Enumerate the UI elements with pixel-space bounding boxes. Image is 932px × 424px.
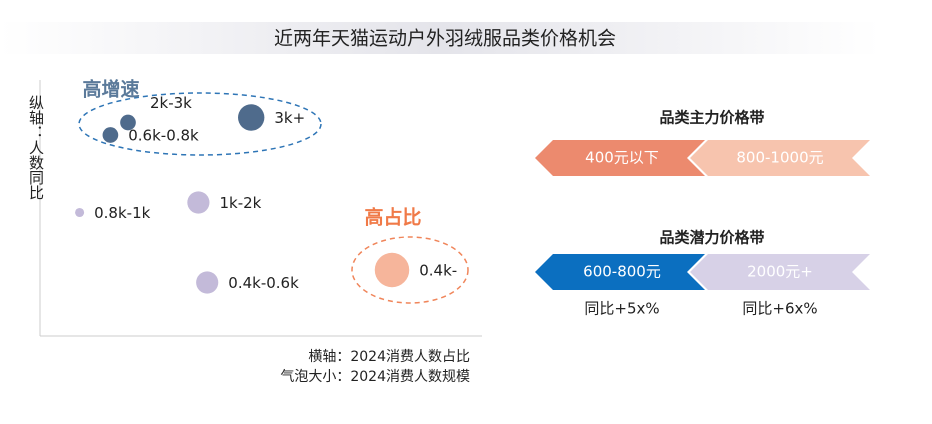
- bubble-label: 3k+: [274, 109, 305, 127]
- bubble: [75, 207, 85, 218]
- growth-label: 同比+6x%: [742, 300, 817, 318]
- bubble: [374, 252, 410, 288]
- bubble-label: 1k-2k: [219, 194, 261, 212]
- band-label: 400元以下: [585, 149, 659, 167]
- bubble: [102, 127, 119, 143]
- annotation: 高占比: [364, 206, 421, 229]
- band-arrow: [535, 254, 705, 290]
- band-arrow: [690, 254, 870, 290]
- x-axis-note: 横轴：2024消费人数占比: [308, 349, 470, 365]
- y-axis-label: 纵轴：人数同比: [27, 95, 45, 200]
- band-label: 800-1000元: [736, 149, 823, 167]
- annotation: 高增速: [82, 78, 139, 101]
- band-label: 2000元+: [747, 263, 813, 281]
- bubble: [187, 191, 210, 214]
- band-title: 品类主力价格带: [659, 109, 764, 127]
- highlight-ellipse: [78, 92, 322, 156]
- bubble-label: 0.4k-: [419, 262, 457, 280]
- size-note: 气泡大小：2024消费人数规模: [280, 369, 470, 385]
- bubble: [120, 114, 136, 131]
- bubble-label: 0.4k-0.6k: [228, 274, 299, 292]
- bubble-label: 0.8k-1k: [94, 204, 150, 222]
- band-arrow: [690, 140, 870, 176]
- band-title: 品类潜力价格带: [659, 229, 764, 247]
- growth-label: 同比+5x%: [584, 300, 659, 318]
- bubble-label: 0.6k-0.8k: [128, 127, 199, 145]
- bubble: [196, 271, 219, 294]
- bubble-label: 2k-3k: [150, 94, 192, 112]
- band-label: 600-800元: [583, 263, 661, 281]
- title-banner: [0, 22, 880, 54]
- band-arrow: [535, 140, 705, 176]
- chart-title: 近两年天猫运动户外羽绒服品类价格机会: [274, 28, 616, 50]
- highlight-ellipse: [351, 236, 469, 304]
- bubble: [238, 104, 265, 131]
